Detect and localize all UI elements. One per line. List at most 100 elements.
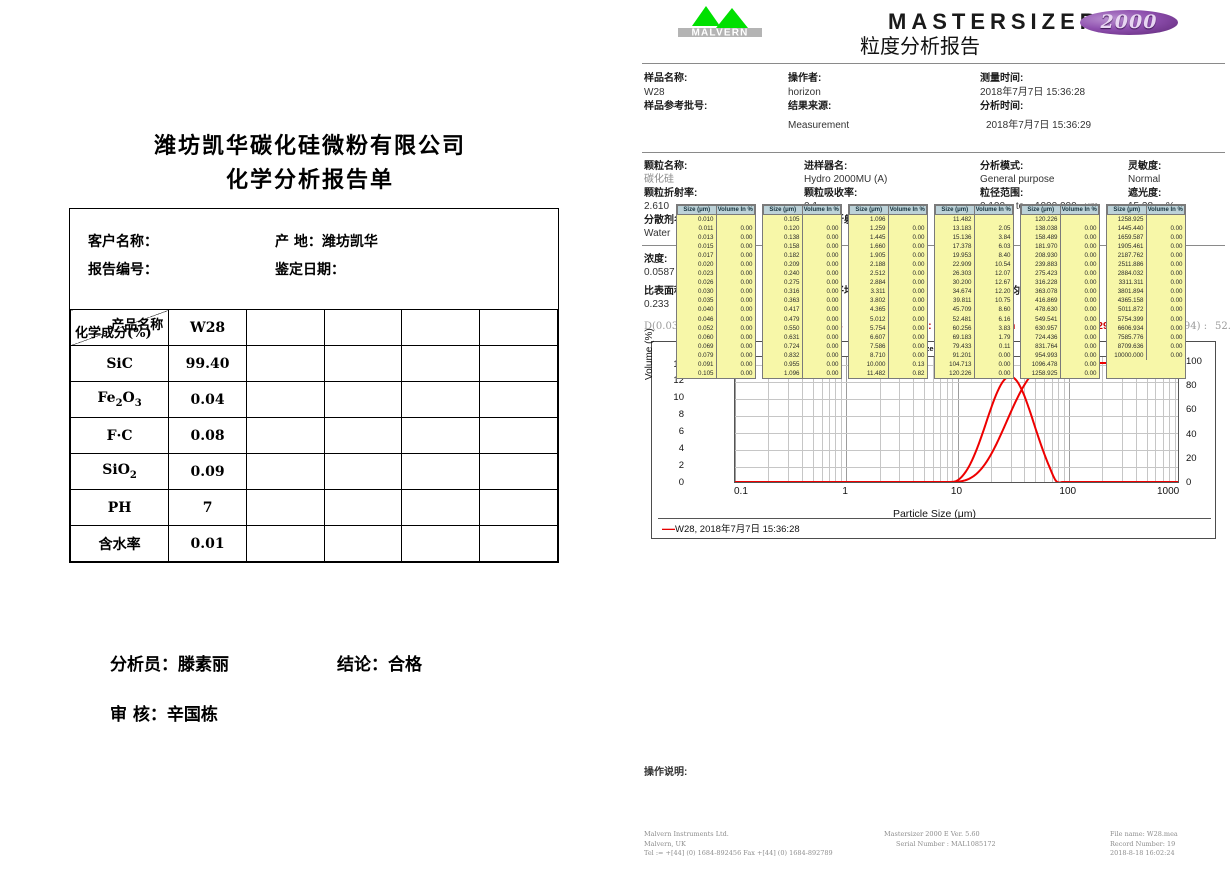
volume-column-header: Volume In % (1059, 205, 1099, 215)
size-value: 34.674 (935, 287, 975, 297)
empty-cell (323, 525, 403, 562)
volume-value: 0.00 (1170, 251, 1183, 259)
operator-label: 操作者: (788, 73, 822, 84)
table-row: 724.436 0.00 (1021, 332, 1099, 342)
footer-software: Mastersizer 2000 E Ver. 5.60 Serial Numb… (884, 830, 996, 849)
analysis-time-value: 2018年7月7日 15:36:29 (986, 120, 1092, 131)
volume-value: 0.00 (1170, 261, 1183, 269)
table-row: 含水率 0.01 (69, 525, 558, 562)
component-value: 0.01 (168, 525, 247, 562)
sampler-label: 进样器名: (804, 161, 848, 172)
empty-cell (401, 309, 481, 346)
table-row: 0.138 0.00 (763, 232, 841, 242)
empty-cell (479, 453, 558, 490)
size-range-label: 粒径范围: (980, 188, 1024, 199)
table-row: 19.953 8.40 (935, 250, 1013, 260)
empty-cell (479, 381, 558, 418)
table-row: 0.046 0.00 (677, 314, 755, 324)
table-row: 0.240 0.00 (763, 269, 841, 279)
y-tick-label: 10 (673, 392, 684, 404)
table-row: 1.259 0.00 (849, 223, 927, 233)
volume-value (888, 215, 927, 224)
size-value: 0.158 (763, 241, 803, 251)
table-row: 158.489 0.00 (1021, 232, 1099, 242)
volume-value: 0.00 (1084, 297, 1097, 305)
size-value: 2884.032 (1107, 269, 1147, 279)
empty-cell (323, 345, 403, 382)
table-row: 120.226 (1021, 214, 1099, 224)
volume-value: 0.00 (1170, 333, 1183, 341)
volume-value: 0.00 (912, 315, 925, 323)
table-row: 0.069 0.00 (677, 341, 755, 351)
volume-value: 0.00 (912, 306, 925, 314)
y2-tick-label: 80 (1186, 380, 1197, 392)
chart-legend-divider (658, 518, 1211, 519)
component-value: 0.09 (168, 453, 247, 490)
empty-cell (245, 417, 325, 454)
volume-value: 0.00 (1170, 324, 1183, 332)
size-column-header: Size (μm) (849, 205, 889, 215)
volume-value (974, 215, 1013, 224)
volume-value: 0.00 (912, 251, 925, 259)
empty-cell (245, 453, 325, 490)
table-row: 2187.762 0.00 (1107, 250, 1185, 260)
volume-value: 0.00 (740, 279, 753, 287)
size-value: 0.026 (677, 278, 717, 288)
table-row: 13.183 2.05 (935, 223, 1013, 233)
volume-value: 0.00 (912, 270, 925, 278)
sample-ref-label: 样品参考批号: (644, 101, 708, 112)
divider-2 (642, 152, 1225, 153)
size-value: 0.955 (763, 360, 803, 370)
size-value: 13.183 (935, 223, 975, 233)
result-source-label: 结果来源: (788, 101, 832, 112)
size-value: 11.482 (849, 369, 889, 379)
volume-value: 0.00 (1084, 224, 1097, 232)
volume-value: 0.00 (1170, 297, 1183, 305)
table-row: 3801.894 0.00 (1107, 287, 1185, 297)
volume-value: 0.00 (1084, 306, 1097, 314)
volume-value: 0.00 (1170, 315, 1183, 323)
chart-x-axis-label: Particle Size (μm) (892, 508, 977, 520)
table-row: 0.363 0.00 (763, 296, 841, 306)
footer-line-4: Mastersizer 2000 E Ver. 5.60 (884, 830, 980, 838)
volume-value: 0.00 (826, 251, 839, 259)
size-value: 181.970 (1021, 241, 1061, 251)
table-row: 8709.636 0.00 (1107, 341, 1185, 351)
component-name: PH (69, 489, 170, 526)
table-row: 0.955 0.00 (763, 360, 841, 370)
y2-tick-label: 60 (1186, 404, 1197, 416)
size-value: 478.630 (1021, 305, 1061, 315)
table-row: SiC 99.40 (69, 345, 558, 382)
volume-value: 0.00 (740, 351, 753, 359)
size-column-header: Size (μm) (677, 205, 717, 215)
size-table-column-2: Size (μm) Volume In % 0.105 0.120 0.00 0.138 0… (762, 204, 842, 380)
size-value: 26.303 (935, 269, 975, 279)
size-table-column-4: Size (μm) Volume In % 11.482 13.183 2.05 15.1… (934, 204, 1014, 380)
table-row: 120.226 0.00 (935, 369, 1013, 379)
volume-column-header: Volume In % (715, 205, 755, 215)
table-row: 1258.925 (1107, 214, 1185, 224)
table-row: SiO2 0.09 (69, 453, 558, 490)
volume-value: 0.00 (1170, 270, 1183, 278)
size-value: 2511.886 (1107, 259, 1147, 270)
component-name: Fe2O3 (69, 381, 170, 418)
y2-tick-label: 0 (1186, 477, 1192, 488)
volume-value: 0.00 (740, 306, 753, 314)
table-row: 0.010 (677, 214, 755, 224)
table-row: 10000.000 0.00 (1107, 350, 1185, 360)
volume-value: 0.00 (1084, 324, 1097, 332)
size-value: 0.120 (763, 223, 803, 233)
size-value: 1.259 (849, 223, 889, 233)
size-value: 0.040 (677, 305, 717, 315)
table-row: 0.023 0.00 (677, 269, 755, 279)
table-row: 11.482 (935, 214, 1013, 224)
size-value: 0.832 (763, 350, 803, 360)
volume-value: 6.03 (998, 242, 1011, 250)
table-row: 0.158 0.00 (763, 241, 841, 251)
volume-value: 0.00 (1170, 224, 1183, 232)
volume-value: 0.00 (740, 270, 753, 278)
table-row: 1096.478 0.00 (1021, 360, 1099, 370)
table-row: 39.811 10.75 (935, 296, 1013, 306)
table-row: 0.052 0.00 (677, 323, 755, 333)
volume-value: 0.00 (1170, 279, 1183, 287)
